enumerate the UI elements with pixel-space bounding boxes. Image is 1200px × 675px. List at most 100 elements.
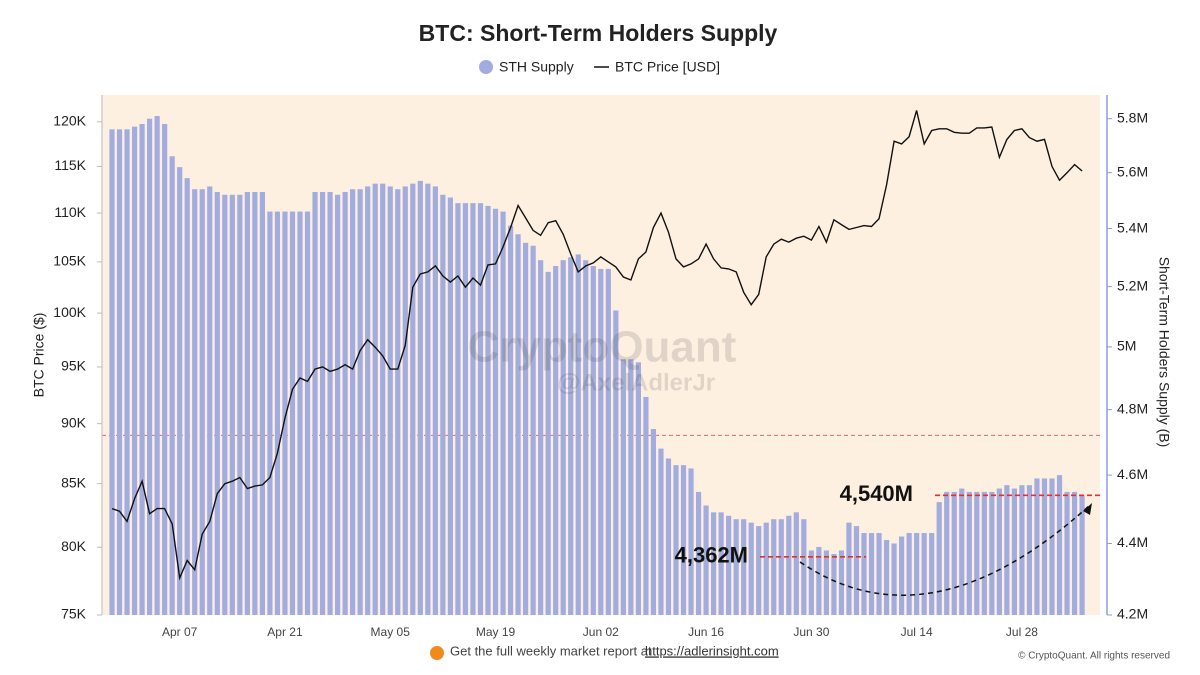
legend-swatch [479, 60, 493, 74]
bar [951, 491, 957, 615]
bar [282, 211, 288, 616]
bar [477, 203, 484, 615]
bar [523, 242, 529, 615]
chart-title: BTC: Short-Term Holders Supply [419, 20, 778, 46]
bar [838, 550, 845, 615]
bar [214, 191, 220, 616]
y-tick-label: 100K [53, 304, 86, 320]
bar [432, 186, 438, 616]
bar [816, 546, 822, 615]
bar [1041, 478, 1048, 615]
bar [665, 458, 672, 615]
bar [1026, 485, 1033, 615]
watermark-text: @AxelAdlerJr [557, 369, 715, 396]
footer-text: Get the full weekly market report at [450, 643, 652, 658]
arrow-head [1083, 503, 1092, 515]
bar [154, 116, 160, 616]
bar [538, 260, 544, 615]
bar [718, 512, 724, 615]
bar [583, 260, 589, 615]
bar [673, 465, 679, 615]
y2-tick-label: 4.8M [1117, 400, 1148, 416]
x-tick-label: Apr 21 [267, 625, 303, 639]
bar [365, 186, 371, 616]
bar [605, 268, 611, 615]
bar [350, 189, 356, 615]
bar [914, 533, 920, 615]
x-tick-label: Jun 02 [583, 625, 619, 639]
bar [162, 123, 168, 615]
bar [823, 550, 829, 615]
bar [643, 396, 649, 615]
y-tick-label: 105K [53, 253, 86, 269]
bar [763, 522, 769, 615]
bar [289, 211, 296, 616]
bar [395, 189, 401, 615]
x-tick-label: Jul 28 [1006, 625, 1038, 639]
y2-tick-label: 5M [1117, 338, 1136, 354]
bar [139, 123, 145, 615]
bar [899, 536, 905, 615]
bar [327, 191, 333, 616]
bar [944, 491, 950, 615]
bar [387, 186, 393, 616]
bar [756, 526, 762, 615]
bar [613, 310, 619, 615]
bar [733, 519, 739, 615]
bar [447, 197, 453, 615]
y-tick-label: 115K [54, 157, 86, 173]
x-tick-label: Jul 14 [901, 625, 933, 639]
bar [929, 533, 935, 615]
bar [312, 191, 318, 616]
bar [545, 271, 551, 615]
bar [876, 533, 882, 615]
bar [553, 266, 559, 615]
y2-axis-label: Short-Term Holders Supply (B) [1156, 257, 1172, 448]
bar [793, 512, 799, 615]
bar [177, 167, 183, 616]
bar [959, 488, 965, 615]
bar [1079, 495, 1085, 615]
bar [515, 234, 521, 615]
bar [711, 512, 717, 615]
price-line [111, 110, 1083, 581]
bar [319, 191, 326, 616]
bar [507, 225, 514, 615]
y-tick-label: 85K [61, 474, 87, 490]
x-tick-label: Jun 30 [793, 625, 829, 639]
bar [462, 203, 469, 615]
bar [425, 183, 431, 615]
bar [229, 194, 235, 615]
bar [996, 488, 1002, 615]
x-tick-label: May 19 [476, 625, 516, 639]
bar [1049, 478, 1055, 615]
bar [868, 533, 875, 615]
bar [116, 129, 123, 615]
bar [808, 550, 814, 615]
bar [688, 468, 694, 615]
bar [989, 491, 995, 615]
bar [846, 522, 852, 615]
bar [748, 522, 754, 615]
footer-link[interactable]: https://adlerinsight.com [645, 643, 779, 658]
bar [530, 245, 536, 615]
bar [131, 126, 138, 616]
bar [1071, 491, 1078, 615]
bar [741, 519, 747, 615]
bar [402, 186, 408, 616]
y2-tick-label: 5.8M [1117, 109, 1148, 125]
y2-tick-label: 5.6M [1117, 163, 1148, 179]
bar [575, 254, 581, 615]
y2-tick-label: 4.6M [1117, 466, 1148, 482]
y-tick-label: 95K [61, 358, 87, 374]
bar [492, 208, 499, 615]
bar [304, 211, 311, 616]
bar [237, 194, 243, 615]
bar [410, 183, 416, 615]
bar [598, 268, 604, 615]
bar [891, 543, 897, 615]
bar [778, 519, 784, 615]
bar [244, 191, 250, 616]
bar [207, 186, 213, 616]
bar [109, 129, 115, 615]
